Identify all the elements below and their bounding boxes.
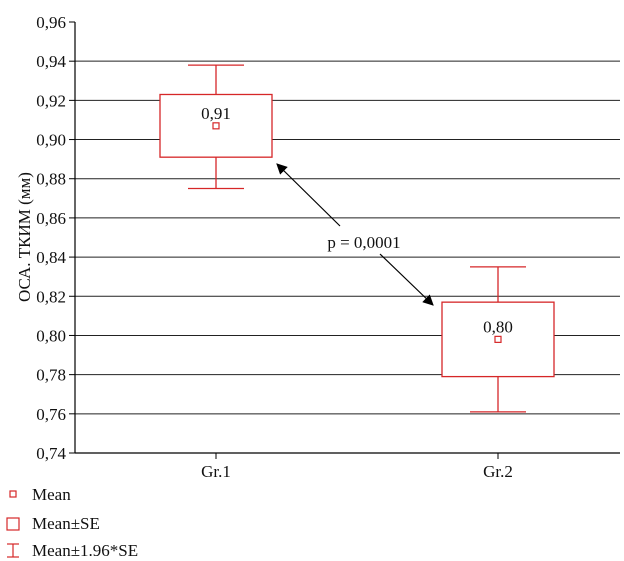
y-tick-label: 0,74	[36, 444, 66, 463]
y-tick-label: 0,80	[36, 326, 66, 345]
y-axis-label: ОСА. ТКИМ (мм)	[15, 172, 34, 302]
legend-se-label: Mean±SE	[32, 514, 100, 533]
mean-marker	[212, 122, 220, 130]
marks-layer: 0,91 0,80	[159, 64, 555, 413]
y-tick-label: 0,88	[36, 170, 66, 189]
annotation-layer: p = 0,0001	[276, 163, 434, 306]
y-tick-label: 0,76	[36, 405, 66, 424]
mean-marker	[494, 335, 502, 343]
legend-se-icon	[6, 517, 20, 531]
legend-mean-icon	[9, 490, 17, 498]
x-tick-label: Gr.1	[201, 462, 231, 481]
y-tick-label: 0,82	[36, 287, 66, 306]
y-tick-label: 0,86	[36, 209, 66, 228]
legend-ci-label: Mean±1.96*SE	[32, 541, 138, 560]
y-tick-label: 0,78	[36, 366, 66, 385]
p-arrow-to-gr2	[379, 253, 434, 306]
y-tick-label: 0,96	[36, 13, 66, 32]
legend-ci-icon	[7, 543, 19, 558]
mean-value-label: 0,80	[483, 317, 513, 336]
x-tick-label: Gr.2	[483, 462, 513, 481]
legend: Mean Mean±SE Mean±1.96*SE	[6, 485, 138, 560]
p-value-label: p = 0,0001	[327, 233, 400, 252]
legend-mean-label: Mean	[32, 485, 71, 504]
y-tick-label: 0,92	[36, 91, 66, 110]
p-arrow-to-gr1	[276, 163, 341, 227]
axes-layer: 0,74 0,76 0,78 0,80 0,82 0,84 0,86 0,88 0,90 0,92…	[36, 13, 620, 481]
y-tick-label: 0,94	[36, 52, 66, 71]
p-value-background	[311, 231, 418, 253]
mean-value-label: 0,91	[201, 104, 231, 123]
y-tick-label: 0,90	[36, 131, 66, 150]
y-tick-label: 0,84	[36, 248, 66, 267]
grid-layer	[75, 60, 620, 415]
